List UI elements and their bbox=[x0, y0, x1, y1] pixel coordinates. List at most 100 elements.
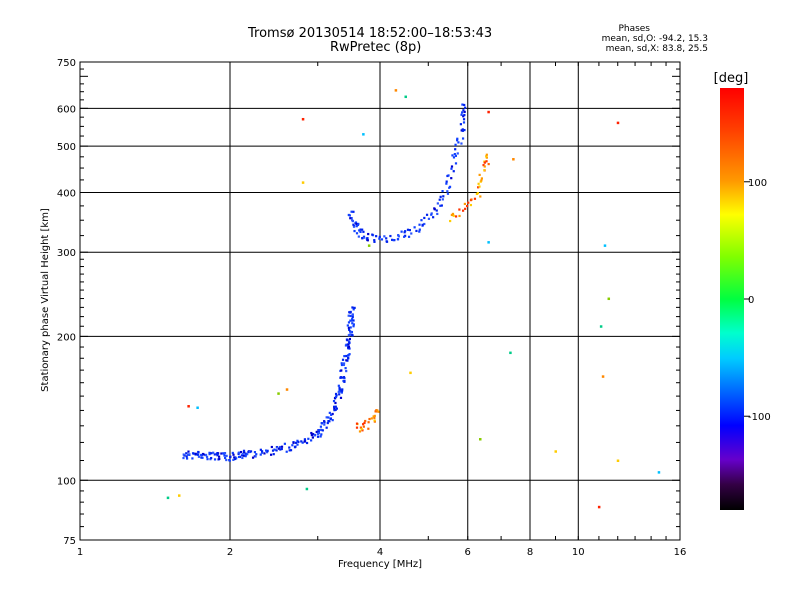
trace-point bbox=[340, 369, 343, 372]
trace-point bbox=[373, 420, 376, 423]
trace-point bbox=[338, 386, 341, 389]
trace-point bbox=[349, 314, 352, 318]
x-tick-label: 10 bbox=[572, 547, 585, 558]
trace-point bbox=[265, 449, 268, 452]
trace-point bbox=[185, 455, 188, 458]
trace-point bbox=[346, 356, 350, 359]
trace-point bbox=[338, 393, 341, 396]
scatter-point bbox=[603, 244, 607, 247]
trace-point bbox=[293, 446, 297, 449]
trace-point bbox=[478, 185, 481, 188]
trace-point bbox=[350, 319, 353, 322]
trace-point bbox=[280, 445, 284, 448]
trace-point bbox=[482, 164, 485, 167]
trace-point bbox=[440, 204, 443, 207]
trace-point bbox=[241, 452, 244, 455]
trace-point bbox=[208, 451, 211, 454]
scatter-point bbox=[394, 89, 398, 92]
trace-point bbox=[462, 121, 466, 124]
trace-point bbox=[352, 319, 355, 322]
trace-point bbox=[350, 330, 354, 334]
trace-point bbox=[255, 453, 258, 456]
trace-point bbox=[339, 390, 342, 393]
trace-point bbox=[341, 388, 344, 391]
trace-point bbox=[349, 217, 352, 220]
trace-point bbox=[373, 414, 376, 417]
trace-point bbox=[349, 331, 352, 334]
trace-point bbox=[251, 456, 255, 459]
trace-point bbox=[270, 445, 273, 449]
scatter-point bbox=[487, 110, 490, 114]
scatter-point bbox=[616, 459, 620, 462]
trace-point bbox=[461, 103, 464, 106]
trace-point bbox=[254, 455, 257, 458]
trace-point bbox=[376, 409, 379, 412]
trace-point bbox=[378, 237, 381, 240]
trace-point bbox=[457, 141, 460, 144]
trace-point bbox=[342, 376, 346, 379]
scatter-point bbox=[657, 471, 661, 474]
trace-point bbox=[420, 219, 423, 222]
trace-point bbox=[244, 455, 247, 458]
trace-point bbox=[242, 454, 245, 457]
trace-point bbox=[348, 337, 351, 341]
trace-point bbox=[228, 459, 231, 462]
colorbar bbox=[720, 88, 744, 510]
trace-point bbox=[209, 458, 212, 461]
trace-point bbox=[337, 384, 340, 387]
scatter-point bbox=[607, 297, 611, 301]
trace-point bbox=[453, 152, 456, 156]
trace-point bbox=[351, 322, 354, 325]
trace-point bbox=[403, 231, 406, 234]
trace-point bbox=[408, 228, 411, 232]
scatter-point bbox=[509, 351, 512, 355]
trace-point bbox=[330, 413, 333, 416]
trace-point bbox=[300, 440, 303, 443]
phase-stats-o-mode: mean, sd,O: -94.2, 15.3 bbox=[601, 34, 708, 44]
trace-point bbox=[347, 343, 350, 346]
trace-point bbox=[358, 430, 362, 433]
trace-point bbox=[467, 201, 470, 204]
axis-ticks: 1 2 4 6 8 10 16 75 100 200 300 400 500 600 750 bbox=[57, 58, 686, 558]
trace-point bbox=[345, 343, 348, 346]
trace-point bbox=[291, 444, 294, 447]
trace-point bbox=[385, 237, 388, 240]
trace-point bbox=[373, 240, 376, 243]
trace-point bbox=[347, 314, 350, 317]
trace-point bbox=[321, 429, 324, 432]
trace-point bbox=[239, 450, 243, 454]
trace-point bbox=[446, 190, 449, 193]
chart-title: Tromsø 20130514 18:52:00–18:53:43 bbox=[248, 26, 493, 41]
trace-point bbox=[362, 423, 365, 426]
trace-point bbox=[349, 310, 352, 314]
trace-point bbox=[288, 446, 291, 449]
trace-point bbox=[485, 160, 488, 163]
trace-point bbox=[279, 448, 282, 451]
trace-point bbox=[373, 419, 376, 422]
trace-point bbox=[333, 407, 336, 410]
trace-point bbox=[333, 409, 336, 412]
trace-point bbox=[425, 213, 429, 216]
trace-point bbox=[325, 426, 328, 429]
trace-point bbox=[243, 451, 246, 454]
trace-point bbox=[238, 451, 241, 454]
trace-point bbox=[463, 202, 466, 206]
trace-point bbox=[237, 452, 240, 456]
trace-point bbox=[361, 237, 364, 240]
scatter-point bbox=[616, 121, 620, 125]
trace-point bbox=[213, 458, 217, 461]
trace-point bbox=[351, 313, 354, 317]
colorbar-ticks: 100 0 -100 bbox=[744, 178, 771, 423]
trace-point bbox=[460, 113, 463, 116]
trace-point bbox=[192, 452, 195, 455]
trace-point bbox=[348, 347, 351, 350]
trace-point bbox=[223, 451, 227, 455]
scatter-point bbox=[601, 375, 605, 378]
trace-point bbox=[450, 165, 454, 168]
trace-point bbox=[307, 437, 310, 440]
scatter-point bbox=[177, 494, 181, 497]
trace-point bbox=[406, 228, 410, 231]
trace-point bbox=[187, 453, 190, 456]
colorbar-tick-label: 100 bbox=[748, 178, 767, 189]
trace-point bbox=[385, 240, 388, 243]
